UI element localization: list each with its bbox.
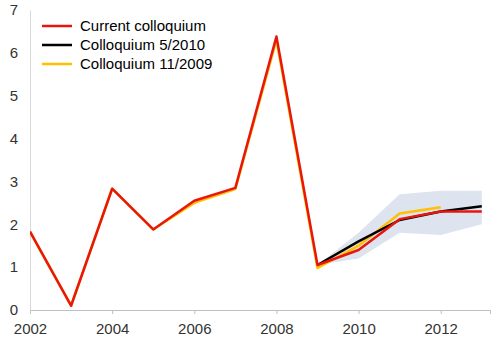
legend: Current colloquium Colloquium 5/2010 Collo…	[42, 17, 212, 72]
x-tick-mark	[441, 310, 442, 314]
x-tick-mark	[359, 310, 360, 314]
x-tick: 2010	[342, 310, 375, 337]
plot-area	[30, 37, 482, 306]
legend-swatch	[42, 44, 72, 47]
y-tick-label: 6	[10, 44, 18, 61]
y-tick-label: 7	[10, 1, 18, 18]
legend-label: Colloquium 5/2010	[80, 36, 205, 53]
x-tick: 2012	[425, 310, 458, 337]
x-tick: 2008	[260, 310, 293, 337]
y-tick: 7	[10, 1, 30, 18]
y-tick-label: 2	[10, 216, 18, 233]
y-tick: 5	[10, 87, 30, 104]
y-tick-label: 4	[10, 130, 18, 147]
y-tick-label: 3	[10, 173, 18, 190]
x-axis-line	[31, 311, 491, 315]
x-tick-label: 2008	[260, 320, 293, 337]
x-tick: 2002	[14, 310, 47, 337]
legend-label: Current colloquium	[80, 17, 206, 34]
x-tick-label: 2012	[425, 320, 458, 337]
y-tick-label: 5	[10, 87, 18, 104]
y-axis: 0 1 2 3 4 5 6 7	[10, 1, 31, 318]
y-tick: 4	[10, 130, 30, 147]
y-tick: 3	[10, 173, 30, 190]
x-tick-label: 2006	[178, 320, 211, 337]
x-tick-mark	[112, 310, 113, 314]
x-tick-label: 2004	[96, 320, 129, 337]
series-line	[30, 37, 482, 306]
x-tick-mark	[194, 310, 195, 314]
series-line	[30, 40, 441, 306]
x-tick-mark	[30, 310, 31, 314]
x-axis: 2002 2004 2006 2008 2010 2012	[14, 310, 491, 337]
y-tick: 6	[10, 44, 30, 61]
y-axis-line	[30, 11, 31, 311]
y-tick-label: 0	[10, 301, 18, 318]
x-tick: 2006	[178, 310, 211, 337]
legend-swatch	[42, 63, 72, 66]
chart: 20022004200620082010201201234567Current …	[0, 0, 500, 354]
x-tick-label: 2002	[14, 320, 47, 337]
y-tick: 2	[10, 216, 30, 233]
x-tick-mark	[276, 310, 277, 314]
legend-swatch	[42, 25, 72, 28]
x-tick: 2004	[96, 310, 129, 337]
y-tick: 0	[10, 301, 30, 318]
y-tick: 1	[10, 258, 30, 275]
y-tick-label: 1	[10, 258, 18, 275]
x-tick-label: 2010	[342, 320, 375, 337]
legend-label: Colloquium 11/2009	[80, 55, 212, 72]
